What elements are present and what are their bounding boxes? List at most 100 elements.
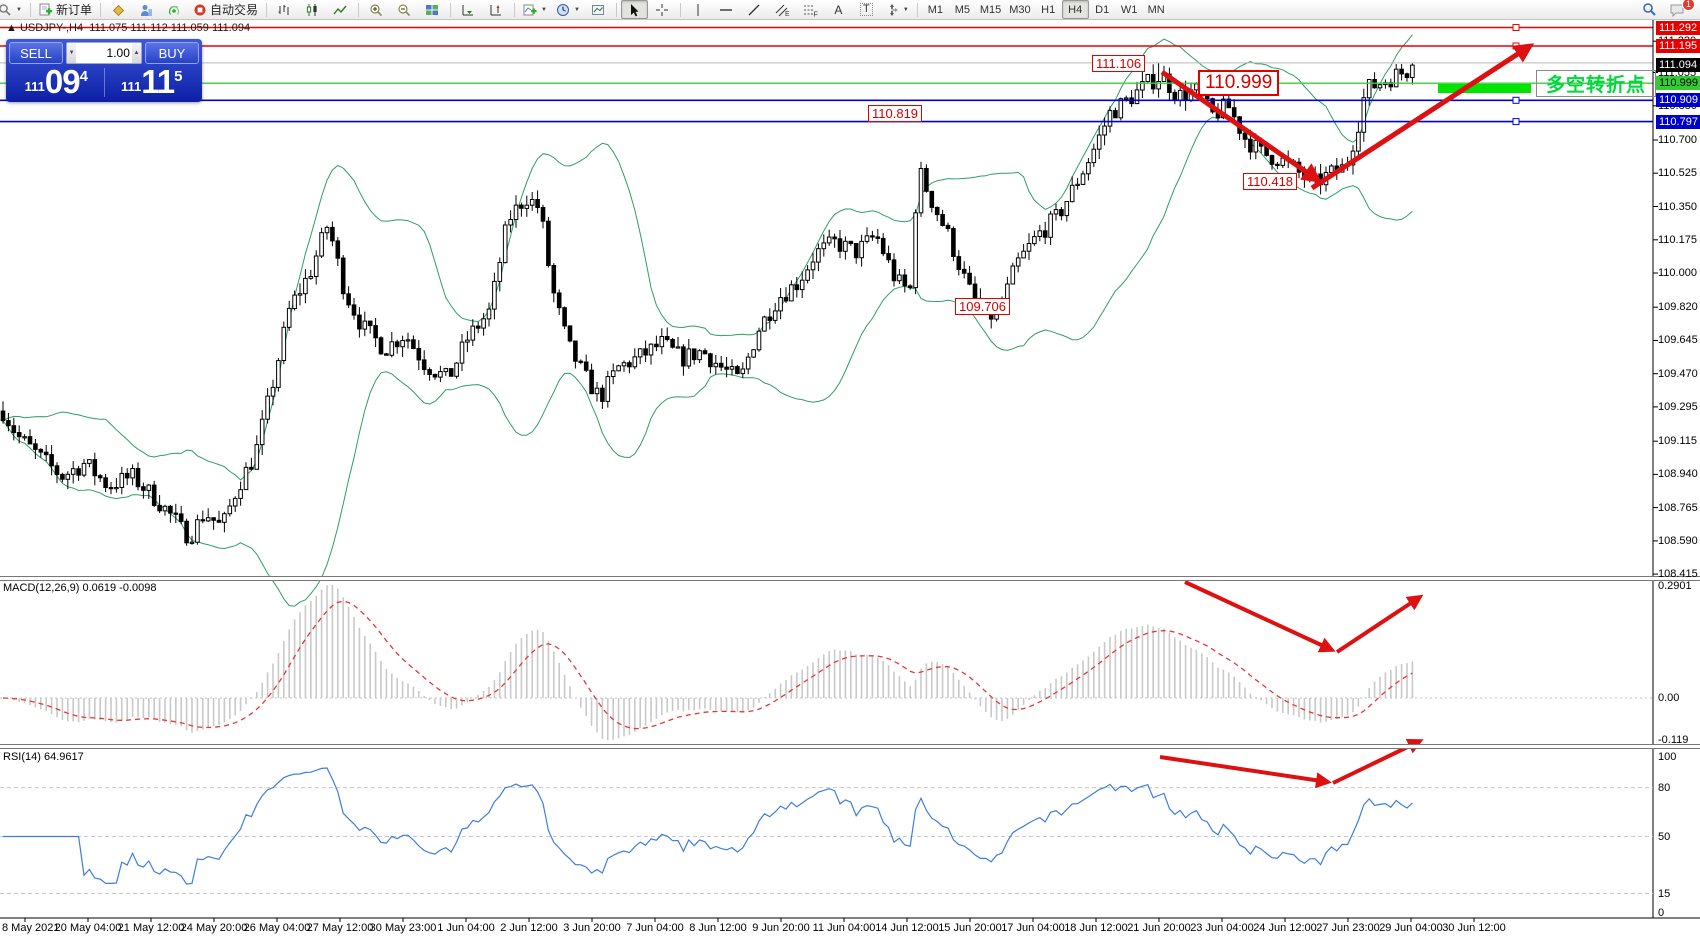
volume-decrease-button[interactable]: ▼	[67, 43, 77, 63]
pivot-point-label: 多空转折点	[1545, 75, 1646, 96]
line-handle[interactable]	[1512, 118, 1520, 126]
line-handle[interactable]	[1512, 42, 1520, 50]
toolbar-separator	[265, 2, 267, 17]
text-tool-glyph: A	[834, 2, 843, 17]
indicators-button[interactable]: ▼	[519, 0, 551, 19]
dropdown-caret-icon: ▼	[540, 6, 547, 13]
autotrading-button[interactable]: 自动交易	[189, 0, 262, 19]
bid-price: 111 09 4	[9, 65, 104, 99]
trend-arrow[interactable]	[1184, 580, 1336, 653]
line-handle[interactable]	[1512, 24, 1520, 31]
svg-text:F: F	[813, 11, 817, 17]
horizontal-line-tool-button[interactable]	[713, 0, 740, 19]
price-callout-label[interactable]: 111.106	[1092, 55, 1146, 72]
ask-pipette: 5	[174, 68, 183, 85]
timeframe-button-w1[interactable]: W1	[1120, 3, 1138, 16]
zoom-out-button[interactable]	[391, 0, 418, 19]
timeframe-button-h4[interactable]: H4	[1061, 0, 1089, 19]
timeframe-button-m15[interactable]: M15	[979, 3, 1002, 16]
cursor-tool-button[interactable]	[620, 0, 648, 19]
timeframe-button-m30[interactable]: M30	[1009, 3, 1031, 16]
market-watch-button[interactable]	[133, 0, 160, 19]
pane-splitter-macd[interactable]	[0, 576, 1700, 581]
timeframe-group: M1 M5 M15 M30 H1 H4 D1 W1 MN	[922, 0, 1170, 19]
new-order-label: 新订单	[55, 3, 92, 17]
periods-button[interactable]: ▼	[552, 0, 584, 19]
arrows-icon	[889, 3, 898, 16]
chart-title-ohlc: ▲ USDJPY-,H4 111.075 111.112 111.059 111…	[6, 22, 251, 34]
green-highlight-bar[interactable]	[1438, 84, 1531, 93]
sell-button[interactable]: SELL	[9, 42, 63, 64]
toolbar-separator	[357, 2, 359, 17]
drawn-objects[interactable]	[1159, 43, 1535, 789]
horizontal-line-objects[interactable]	[0, 24, 1653, 126]
trendline-icon	[748, 4, 760, 15]
zoom-in-button[interactable]	[363, 0, 390, 19]
pivot-point-text-box[interactable]: 多空转折点	[1536, 70, 1656, 97]
line-chart-button[interactable]	[327, 0, 354, 19]
tile-windows-button[interactable]	[419, 0, 446, 19]
trend-arrow[interactable]	[1159, 755, 1332, 789]
timeframe-button-d1[interactable]: D1	[1095, 3, 1110, 16]
trend-arrow[interactable]	[1310, 43, 1535, 191]
new-order-button[interactable]: 新订单	[35, 0, 96, 19]
fibonacci-icon: F	[803, 5, 818, 17]
templates-button[interactable]	[585, 0, 612, 19]
trend-arrow[interactable]	[1335, 594, 1424, 654]
chart-wizard-button[interactable]	[105, 0, 132, 19]
autotrading-icon	[194, 4, 206, 15]
price-callout-label[interactable]: 110.418	[1243, 173, 1298, 190]
main-toolbar: ▼ 新订单 自动交易 ▼	[0, 0, 1700, 20]
toolbar-separator	[513, 2, 515, 17]
toolbar-separator	[916, 2, 918, 17]
dropdown-caret-icon: ▼	[16, 6, 22, 13]
signals-icon	[169, 5, 180, 15]
market-watch-icon	[141, 4, 153, 16]
bar-chart-button[interactable]	[271, 0, 298, 19]
pane-splitter-rsi[interactable]	[0, 744, 1700, 749]
zoom-in-icon	[370, 3, 383, 16]
volume-increase-button[interactable]: ▲	[131, 43, 141, 63]
ask-price: 111 11 5	[105, 63, 200, 100]
chart-shift-button[interactable]	[483, 0, 510, 19]
zoom-out-icon	[398, 3, 411, 16]
indicators-icon	[523, 4, 537, 15]
clock-icon	[556, 3, 569, 16]
signals-button[interactable]	[161, 0, 188, 19]
trendline-tool-button[interactable]	[741, 0, 768, 19]
price-callout-label[interactable]: 109.706	[955, 298, 1010, 315]
auto-scroll-button[interactable]	[455, 0, 482, 19]
notifications-button[interactable]: 1	[1664, 0, 1695, 19]
crosshair-icon	[656, 3, 669, 16]
timeframe-button-h1[interactable]: H1	[1041, 3, 1056, 16]
label-tool-glyph: T	[860, 3, 873, 16]
ask-prefix: 111	[121, 79, 142, 94]
toolbar-separator	[99, 2, 101, 17]
toolbar-separator	[615, 2, 617, 17]
price-callout-label[interactable]: 110.819	[868, 105, 923, 122]
search-symbol-icon[interactable]: ▼	[0, 0, 26, 19]
dropdown-caret-icon: ▼	[573, 6, 580, 13]
price-callout-label[interactable]: 110.999	[1198, 70, 1280, 96]
tile-windows-icon	[426, 4, 439, 15]
templates-icon	[592, 4, 605, 15]
ask-big-digits: 11	[141, 63, 175, 100]
timeframe-button-m5[interactable]: M5	[954, 3, 970, 16]
vertical-line-tool-button[interactable]	[685, 0, 712, 19]
text-tool-button[interactable]: A	[825, 0, 852, 19]
buy-button[interactable]: BUY	[145, 42, 199, 64]
new-order-icon	[39, 3, 52, 15]
text-label-tool-button[interactable]: T	[853, 0, 880, 19]
line-handle[interactable]	[1512, 96, 1520, 104]
candlestick-chart-button[interactable]	[299, 0, 326, 19]
fibonacci-tool-button[interactable]: F	[797, 0, 824, 19]
channel-tool-button[interactable]: E	[769, 0, 796, 19]
search-button[interactable]	[1636, 0, 1663, 19]
crosshair-tool-button[interactable]	[649, 0, 676, 19]
volume-input[interactable]	[76, 43, 132, 63]
arrows-tool-button[interactable]: ▼	[881, 0, 913, 19]
trend-arrow[interactable]	[1160, 69, 1323, 183]
timeframe-button-m1[interactable]: M1	[927, 3, 943, 16]
timeframe-button-mn[interactable]: MN	[1147, 3, 1165, 16]
